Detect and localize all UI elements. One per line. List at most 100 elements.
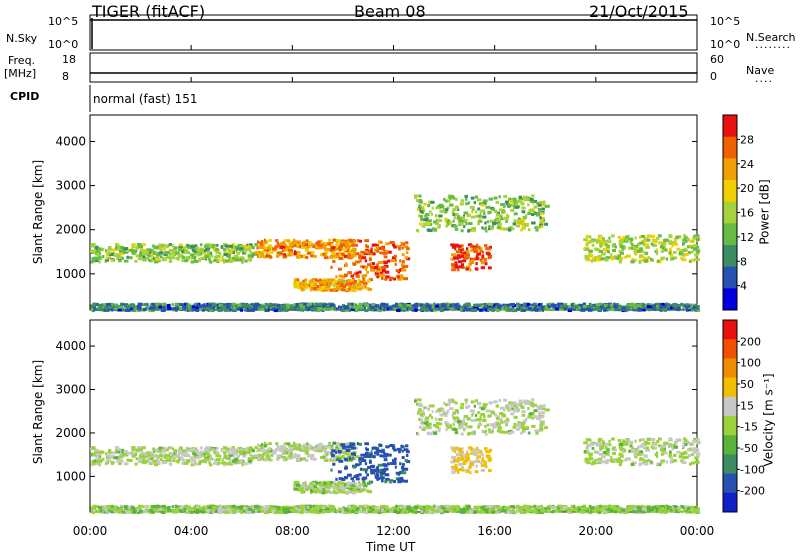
- power-echo: [337, 278, 342, 282]
- power-echo: [611, 249, 617, 253]
- velocity-echo: [631, 446, 634, 450]
- velocity-echo: [380, 450, 385, 454]
- velocity-echo: [421, 428, 426, 432]
- velocity-echo: [168, 451, 174, 455]
- velocity-echo: [427, 425, 431, 429]
- power-echo: [504, 217, 509, 221]
- velocity-echo: [680, 505, 684, 509]
- velocity-echo: [262, 449, 267, 453]
- power-echo: [131, 245, 136, 249]
- velocity-echo: [607, 453, 610, 457]
- power-echo: [641, 240, 645, 244]
- velocity-echo: [693, 450, 698, 454]
- velocity-echo: [361, 459, 367, 463]
- power-echo: [487, 247, 491, 251]
- velocity-echo: [334, 441, 340, 445]
- velocity-echo: [446, 403, 451, 407]
- power-echo: [449, 203, 454, 207]
- velocity-echo: [229, 462, 233, 466]
- velocity-echo: [217, 461, 221, 465]
- power-echo: [533, 211, 536, 215]
- power-echo: [590, 253, 594, 257]
- power-echo: [304, 248, 310, 252]
- velocity-echo: [206, 451, 210, 455]
- power-echo: [600, 257, 606, 261]
- power-echo: [340, 252, 343, 256]
- velocity-echo: [202, 505, 206, 509]
- velocity-echo: [471, 411, 475, 415]
- velocity-echo: [415, 402, 421, 406]
- power-echo: [115, 244, 121, 248]
- velocity-echo: [443, 401, 446, 405]
- power-echo: [223, 260, 226, 264]
- power-echo: [337, 284, 341, 288]
- velocity-echo: [403, 479, 409, 483]
- power-echo: [602, 238, 606, 242]
- velocity-echo: [367, 465, 372, 469]
- velocity-echo: [275, 442, 279, 446]
- power-echo: [487, 254, 493, 258]
- velocity-echo: [308, 444, 312, 448]
- velocity-echo: [149, 454, 152, 458]
- velocity-echo: [541, 411, 545, 415]
- power-echo: [513, 212, 518, 216]
- power-echo: [380, 276, 384, 280]
- velocity-echo: [302, 443, 307, 447]
- velocity-echo: [456, 470, 460, 474]
- power-echo: [244, 259, 248, 263]
- velocity-echo: [608, 443, 612, 447]
- power-echo: [161, 244, 165, 248]
- power-echo: [520, 222, 525, 226]
- power-echo: [203, 244, 209, 248]
- power-echo: [611, 244, 616, 248]
- velocity-echo: [495, 416, 499, 420]
- power-echo: [219, 251, 222, 255]
- velocity-echo: [437, 429, 441, 433]
- power-echo: [437, 204, 442, 208]
- power-echo: [520, 218, 526, 222]
- power-echo: [608, 308, 612, 312]
- power-echo: [221, 255, 224, 259]
- power-echo: [431, 212, 434, 216]
- power-echo: [458, 219, 462, 223]
- power-echo: [241, 260, 245, 264]
- velocity-echo: [342, 450, 348, 454]
- velocity-echo: [231, 459, 237, 463]
- velocity-echo: [463, 459, 468, 463]
- power-echo: [159, 248, 163, 252]
- velocity-echo: [419, 409, 425, 413]
- power-echo: [333, 280, 338, 284]
- velocity-echo: [546, 509, 551, 513]
- velocity-echo: [485, 450, 490, 454]
- power-echo: [276, 242, 280, 246]
- power-echo: [372, 252, 376, 256]
- velocity-echo: [678, 455, 683, 459]
- velocity-echo: [356, 487, 361, 491]
- velocity-echo: [490, 430, 494, 434]
- velocity-echo: [604, 450, 609, 454]
- velocity-echo: [339, 486, 343, 490]
- power-echo: [300, 288, 304, 292]
- power-echo: [360, 250, 365, 254]
- power-echo: [456, 268, 460, 272]
- power-echo: [411, 308, 415, 312]
- velocity-echo: [383, 452, 389, 456]
- power-echo: [156, 251, 162, 255]
- power-echo: [348, 254, 353, 258]
- velocity-echo: [438, 417, 443, 421]
- power-echo: [683, 247, 687, 251]
- power-echo: [233, 248, 238, 252]
- velocity-echo: [262, 452, 266, 456]
- velocity-echo: [504, 420, 509, 424]
- velocity-echo: [377, 463, 383, 467]
- velocity-echo: [129, 507, 134, 511]
- power-echo: [576, 307, 579, 311]
- power-echo: [485, 229, 488, 233]
- power-echo: [480, 209, 486, 213]
- power-echo: [239, 245, 244, 249]
- power-echo: [465, 202, 469, 206]
- velocity-echo: [184, 451, 189, 455]
- power-echo: [178, 248, 183, 252]
- power-echo: [529, 198, 534, 202]
- power-echo: [126, 248, 129, 252]
